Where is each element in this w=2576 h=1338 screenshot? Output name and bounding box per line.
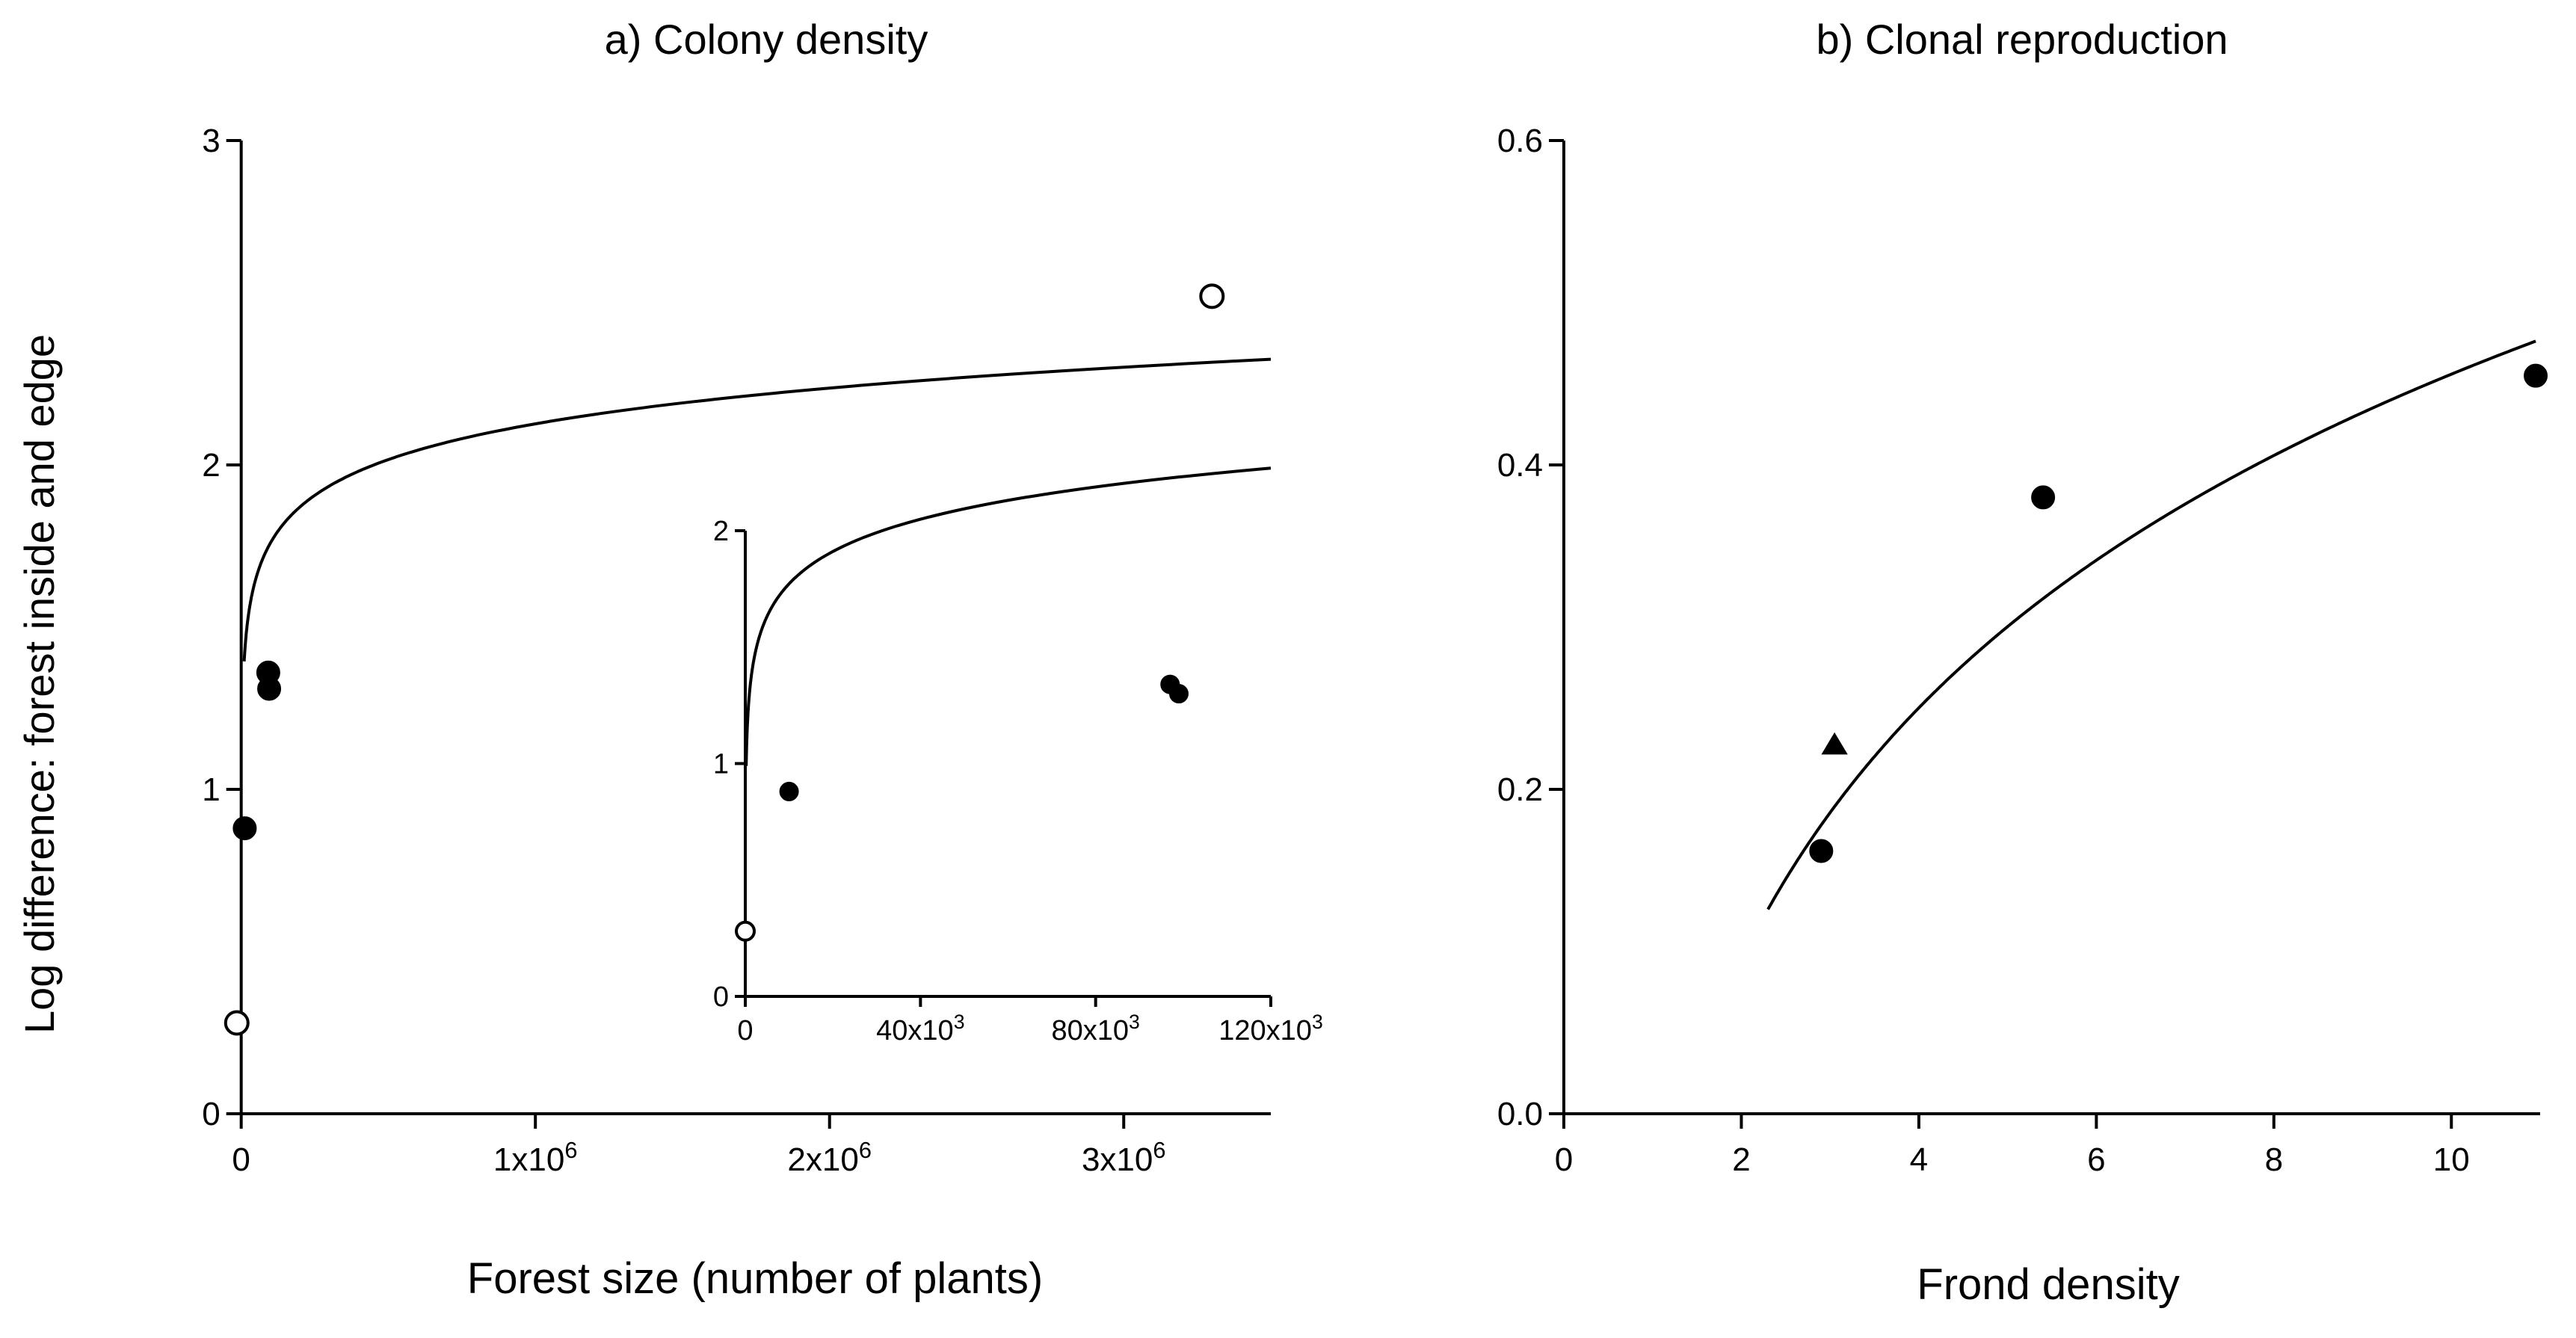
panel-b: 0.0 0.2 0.4 0.6 0 2 4 6 8 10 b) Clonal reproductio… [1497, 16, 2548, 1309]
b-x-tick-label: 6 [2087, 1141, 2105, 1178]
a-y-tick-label: 2 [202, 447, 220, 484]
inset-data-point-open [735, 920, 756, 942]
b-x-tick-label: 10 [2433, 1141, 2470, 1178]
b-y-tick-label: 0.6 [1497, 123, 1543, 159]
inset-x-tick-label: 0 [737, 1015, 753, 1046]
a-x-tick-label: 2x106 [787, 1137, 872, 1179]
panel-a: 0 1 2 3 0 1x106 2x106 3x106 a) Colony density For… [202, 16, 1272, 1303]
b-data-point-triangle [1821, 732, 1848, 755]
a-x-tick-label: 0 [232, 1141, 250, 1178]
panel-a-x-label: Forest size (number of plants) [467, 1254, 1043, 1303]
b-data-point-circles [2524, 363, 2548, 388]
inset-x-tick-label: 40x103 [876, 1011, 964, 1046]
a-x-tick-label: 3x106 [1082, 1137, 1166, 1179]
b-y-tick-label: 0.4 [1497, 447, 1543, 484]
inset-x-tick-label: 80x103 [1051, 1011, 1139, 1046]
inset-y-tick-label: 0 [713, 981, 729, 1013]
panel-a-title: a) Colony density [605, 16, 928, 63]
a-data-point-open [224, 1010, 250, 1036]
a-fit-curve [242, 357, 1272, 662]
inset-x-tick-label: 120x103 [1218, 1011, 1322, 1046]
b-y-tick-label: 0.2 [1497, 771, 1543, 808]
a-y-tick-label: 1 [202, 771, 220, 808]
y-axis-label: Log difference: forest inside and edge [16, 334, 63, 1034]
b-x-tick-label: 4 [1910, 1141, 1928, 1178]
inset-data-point-filled [1168, 684, 1189, 704]
b-data-point-circles [1809, 839, 1834, 863]
b-data-point-circles [2031, 485, 2056, 510]
inset-fit-curve [745, 466, 1272, 766]
inset-y-tick-label: 2 [713, 516, 729, 547]
a-y-tick-label: 0 [202, 1096, 220, 1132]
inset-y-tick-label: 1 [713, 749, 729, 780]
panel-a-inset: 0 1 2 0 40x103 80x103 120x103 [713, 466, 1323, 1046]
a-data-point-filled [232, 816, 257, 841]
b-x-tick-label: 2 [1732, 1141, 1750, 1178]
b-fit-curve [1766, 339, 2536, 910]
a-y-tick-label: 3 [202, 123, 220, 159]
b-x-tick-label: 8 [2265, 1141, 2283, 1178]
panel-b-x-label: Frond density [1917, 1260, 2179, 1309]
b-x-tick-label: 0 [1555, 1141, 1573, 1178]
b-y-tick-label: 0.0 [1497, 1096, 1543, 1132]
panel-b-title: b) Clonal reproduction [1817, 16, 2228, 63]
a-data-point-filled [256, 660, 280, 685]
a-x-tick-label: 1x106 [493, 1137, 578, 1179]
a-data-point-open [1199, 283, 1225, 309]
inset-data-point-filled [779, 781, 799, 801]
